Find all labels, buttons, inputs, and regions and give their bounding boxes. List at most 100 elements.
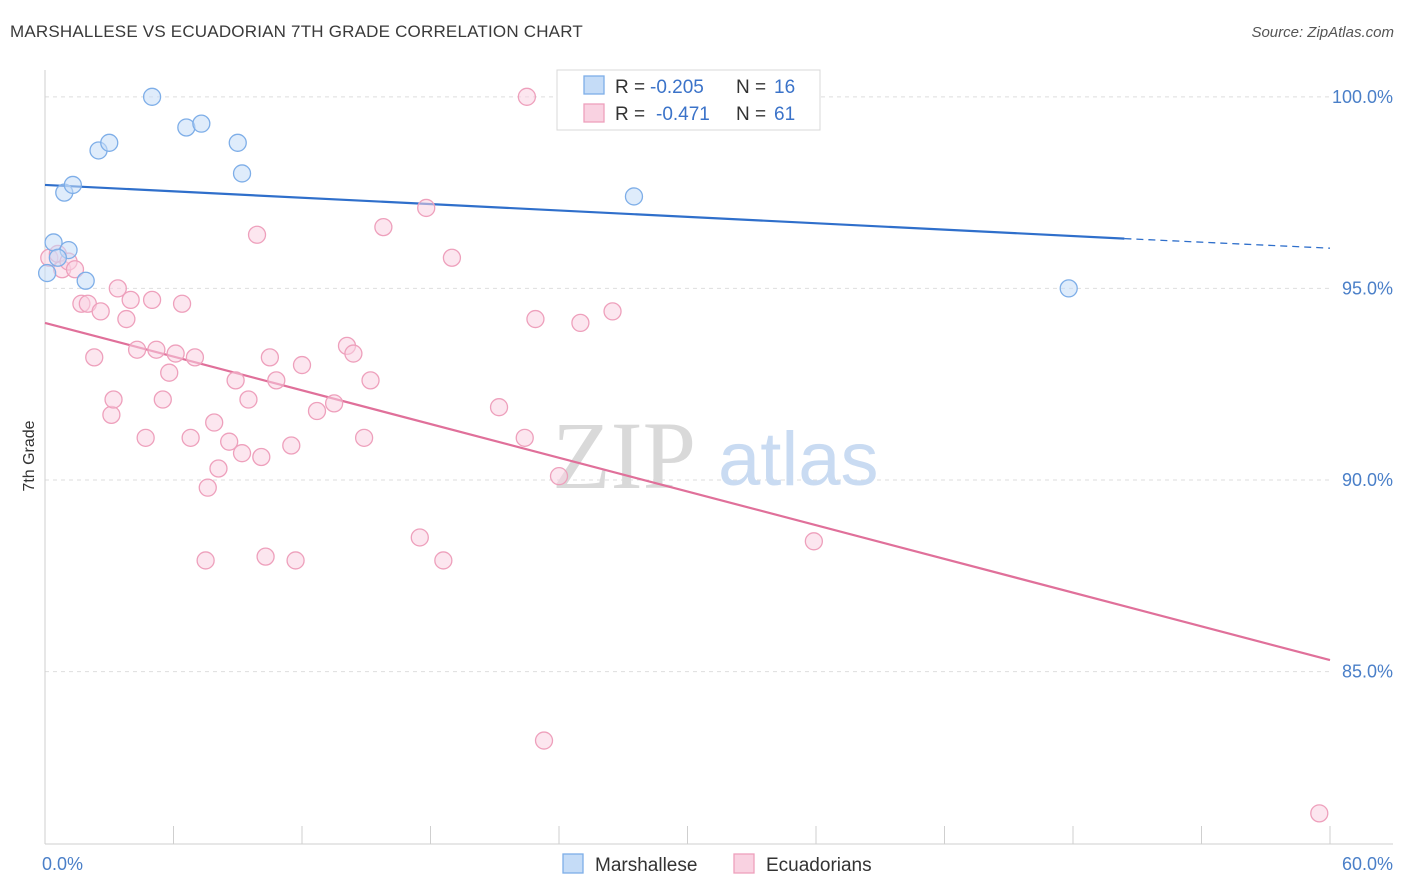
data-point-ecuadorians [160,363,179,382]
data-point-ecuadorians [534,731,554,750]
data-point-ecuadorians [220,432,239,451]
data-point-ecuadorians [252,447,271,467]
legend-r-value: -0.471 [656,104,710,125]
data-point-ecuadorians [361,371,380,390]
data-point-ecuadorians [489,398,509,417]
trend-line-blue [44,183,1125,240]
data-point-ecuadorians [185,348,205,367]
x-tick-label: 60.0% [1342,854,1393,874]
y-tick-label: 95.0% [1342,278,1393,298]
chart-source: Source: ZipAtlas.com [1251,24,1394,41]
data-point-ecuadorians [153,390,172,409]
data-point-marshallese [63,175,82,195]
data-point-marshallese [228,133,247,152]
data-point-marshallese [37,263,57,283]
data-point-ecuadorians [91,302,110,321]
data-point-ecuadorians [181,428,200,447]
data-point-ecuadorians [232,444,252,463]
data-point-ecuadorians [142,290,162,310]
data-point-ecuadorians [442,248,462,267]
data-point-marshallese [142,87,162,106]
trend-line-extension [1124,237,1331,249]
legend-r-label: R = [615,77,645,98]
data-point-ecuadorians [205,413,224,432]
data-point-ecuadorians [117,309,136,329]
watermark-zip: ZIP [552,402,696,509]
legend-n-label: N = [736,77,766,98]
axes [44,70,1393,845]
data-point-marshallese [48,248,67,267]
data-point-ecuadorians [127,340,147,359]
legend-n-value: 61 [774,104,795,125]
data-point-ecuadorians [307,401,327,421]
legend-r-value: -0.205 [650,77,704,98]
legend-bottom: Marshallese Ecuadorians [562,853,872,876]
data-point-ecuadorians [121,290,140,310]
data-point-ecuadorians [166,344,185,363]
data-point-ecuadorians [344,344,363,363]
data-point-ecuadorians [196,551,215,570]
data-point-marshallese [100,133,119,152]
legend-bottom-swatch-marshallese [562,853,584,874]
data-point-ecuadorians [172,294,192,313]
data-point-ecuadorians [239,390,258,409]
data-point-ecuadorians [85,348,104,367]
legend-swatch-pink [583,103,605,123]
legend-n-value: 16 [774,77,795,98]
data-point-ecuadorians [65,260,85,279]
data-point-marshallese [76,271,95,290]
watermark-atlas: atlas [718,417,879,502]
data-point-marshallese [232,164,252,183]
trend-lines [44,183,1331,662]
legend-bottom-marshallese: Marshallese [595,855,697,876]
data-point-marshallese [1059,279,1078,298]
data-point-ecuadorians [136,428,155,447]
data-point-ecuadorians [147,340,166,359]
chart-title: MARSHALLESE VS ECUADORIAN 7TH GRADE CORR… [10,22,583,41]
data-point-ecuadorians [286,551,305,570]
y-tick-label: 90.0% [1342,470,1393,490]
data-point-ecuadorians [104,390,123,409]
data-point-ecuadorians [324,394,344,413]
data-point-marshallese [44,233,63,252]
watermark: ZIP atlas [552,402,879,509]
y-axis-title: 7th Grade [21,420,38,491]
data-point-ecuadorians [410,528,429,547]
data-point-ecuadorians [434,551,453,570]
data-point-ecuadorians [374,217,393,237]
data-point-ecuadorians [247,225,267,244]
data-point-ecuadorians [549,467,569,486]
data-point-ecuadorians [517,87,537,106]
data-point-ecuadorians [282,436,301,455]
legend-swatch-blue [583,75,605,95]
data-point-ecuadorians [209,459,228,478]
data-point-marshallese [192,114,211,133]
data-point-ecuadorians [267,371,286,390]
data-point-marshallese [624,187,644,206]
data-point-ecuadorians [102,405,121,425]
data-point-ecuadorians [256,547,275,566]
data-point-ecuadorians [804,532,824,551]
data-point-ecuadorians [354,428,374,447]
x-tick-label: 0.0% [42,854,83,874]
legend-bottom-ecuadorians: Ecuadorians [766,855,872,876]
data-point-ecuadorians [198,478,217,497]
data-point-ecuadorians [571,313,590,333]
data-point-ecuadorians [292,355,312,375]
data-point-ecuadorians [526,309,545,329]
y-tick-label: 100.0% [1332,87,1393,107]
data-point-ecuadorians [260,348,280,367]
legend-r-label: R = [615,104,645,125]
tick-labels: 100.0% 95.0% 90.0% 85.0% 0.0% 60.0% [42,87,1393,874]
data-points [37,87,1329,823]
data-point-ecuadorians [1310,804,1329,823]
data-point-ecuadorians [603,302,622,321]
legend-n-label: N = [736,104,766,125]
trend-line-pink [44,321,1331,662]
data-point-ecuadorians [417,198,436,218]
data-point-ecuadorians [108,279,127,298]
legend-top: R = -0.205 N = 16 R = -0.471 N = 61 [556,69,821,131]
legend-bottom-swatch-ecuadorians [733,853,755,874]
y-tick-label: 85.0% [1342,662,1393,682]
